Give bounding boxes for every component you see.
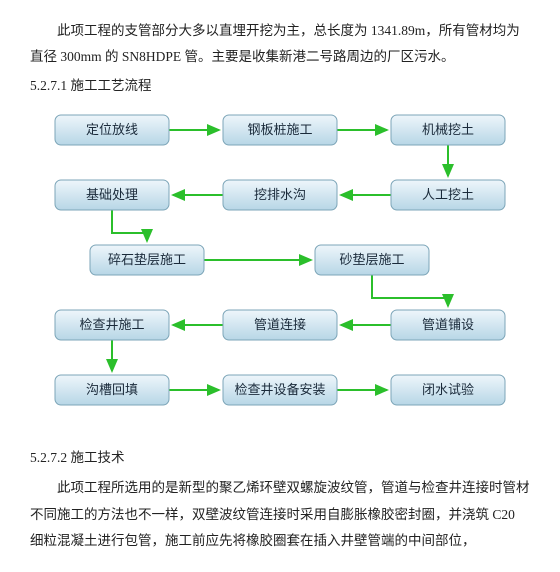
heading-tech: 5.2.7.2 施工技术 [30,445,530,471]
flow-edge [112,210,147,241]
flow-node-n14: 闭水试验 [391,375,505,405]
flow-node-n08: 砂垫层施工 [315,245,429,275]
flow-node-n12: 沟槽回填 [55,375,169,405]
flow-node-label: 管道铺设 [422,317,474,332]
flow-node-n05: 挖排水沟 [223,180,337,210]
flow-node-label: 定位放线 [86,122,138,137]
flow-node-label: 检查井施工 [79,317,144,332]
flow-node-label: 沟槽回填 [86,382,138,397]
flow-node-label: 管道连接 [254,317,306,332]
outro-paragraph: 此项工程所选用的是新型的聚乙烯环壁双螺旋波纹管，管道与检查井连接时管材不同施工的… [30,475,530,554]
flow-node-n01: 定位放线 [55,115,169,145]
flow-node-label: 钢板桩施工 [247,122,312,137]
flowchart-container: 定位放线 钢板桩施工 机械挖土人工挖土 挖排水沟 基础处理碎石垫层施工 砂垫层施工管道铺设… [35,105,525,435]
flow-node-label: 机械挖土 [422,122,474,137]
flow-node-n04: 人工挖土 [391,180,505,210]
flow-node-n07: 碎石垫层施工 [90,245,204,275]
flow-node-n02: 钢板桩施工 [223,115,337,145]
flow-edge [372,275,448,306]
heading-flow: 5.2.7.1 施工工艺流程 [30,73,530,99]
flow-node-n10: 管道连接 [223,310,337,340]
intro-paragraph: 此项工程的支管部分大多以直埋开挖为主，总长度为 1341.89m，所有管材均为直… [30,18,530,71]
flow-node-n13: 检查井设备安装 [223,375,337,405]
flow-node-n03: 机械挖土 [391,115,505,145]
flow-node-label: 砂垫层施工 [339,252,404,267]
flow-node-label: 人工挖土 [422,187,474,202]
construction-flowchart: 定位放线 钢板桩施工 机械挖土人工挖土 挖排水沟 基础处理碎石垫层施工 砂垫层施工管道铺设… [35,105,525,435]
flow-node-label: 检查井设备安装 [234,382,325,397]
flow-node-label: 基础处理 [86,187,138,202]
flow-node-n06: 基础处理 [55,180,169,210]
flow-node-label: 碎石垫层施工 [108,252,186,267]
flow-node-label: 挖排水沟 [254,187,306,202]
flow-node-n09: 管道铺设 [391,310,505,340]
flow-node-n11: 检查井施工 [55,310,169,340]
flow-node-label: 闭水试验 [422,382,474,397]
